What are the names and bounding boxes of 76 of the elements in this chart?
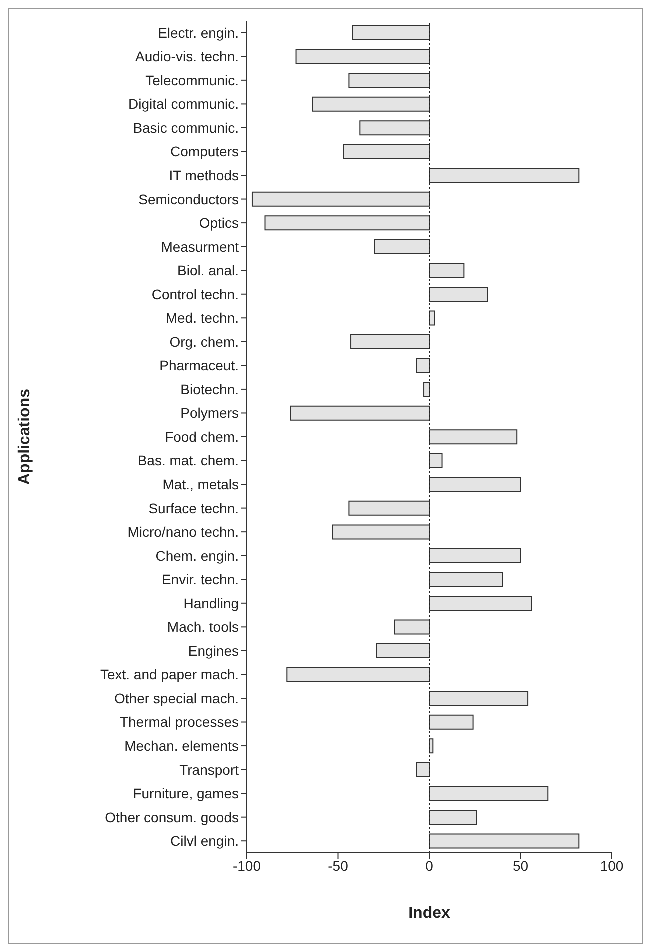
y-tick-label: Bas. mat. chem. [138, 452, 239, 469]
bar [286, 667, 430, 682]
y-tick-label: Text. and paper mach. [100, 666, 239, 683]
y-tick-label: Telecommunic. [146, 72, 239, 88]
y-tick-label: Med. techn. [166, 310, 239, 326]
bar [332, 524, 430, 540]
x-tick-label: 50 [512, 858, 529, 874]
bar [429, 453, 443, 468]
y-tick-label: Pharmaceut. [160, 358, 239, 374]
bar [429, 786, 549, 802]
bar [424, 382, 430, 398]
y-tick-label: Polymers [180, 405, 239, 422]
bar [252, 192, 430, 207]
y-tick-label: Thermal processes [120, 714, 239, 730]
y-tick-label: Digital communic. [128, 96, 239, 112]
y-tick-label: Semiconductors [138, 191, 239, 208]
bar [429, 714, 474, 730]
bar [394, 620, 430, 635]
y-tick-label: Biotechn. [180, 381, 239, 398]
y-tick-label: Surface techn. [148, 500, 239, 516]
y-tick-label: Optics [199, 215, 239, 232]
bar [429, 572, 503, 588]
bar [429, 691, 529, 706]
x-axis-title: Index [408, 905, 450, 922]
y-tick-label: Handling [184, 595, 239, 612]
y-tick-label: Basic communic. [133, 120, 239, 136]
y-tick-label: Mat., metals [162, 476, 239, 493]
bar [416, 358, 430, 374]
x-tick-label: -100 [232, 858, 262, 874]
bar [343, 144, 430, 160]
y-axis-title: Applications [16, 388, 34, 486]
y-tick-label: Biol. anal. [178, 262, 239, 279]
bar [350, 334, 430, 350]
y-tick-label: Mechan. elements [124, 738, 239, 754]
bar [429, 430, 518, 445]
bar [429, 477, 522, 492]
y-tick-label: Transport [180, 762, 240, 778]
y-tick-label: Furniture, games [133, 786, 239, 802]
bar [429, 810, 478, 825]
bar [429, 168, 580, 184]
bar [429, 834, 580, 849]
bar [374, 239, 430, 254]
bar [312, 96, 430, 112]
bar [429, 596, 532, 612]
bar [429, 286, 488, 302]
bar [360, 120, 430, 136]
bar [429, 310, 436, 326]
y-tick-label: Chem. engin. [156, 548, 239, 564]
bar [348, 500, 430, 516]
x-tick-label: 100 [600, 858, 624, 874]
y-tick-label: Other consum. goods [105, 809, 239, 826]
x-tick-label: -50 [328, 858, 349, 874]
bar [416, 762, 430, 778]
y-tick-label: Mach. tools [167, 619, 239, 636]
y-tick-label: Engines [188, 642, 239, 659]
y-tick-label: Org. chem. [170, 334, 239, 350]
y-tick-label: Micro/nano techn. [128, 524, 239, 540]
y-tick-label: Food chem. [165, 428, 239, 445]
y-tick-label: Cilvl engin. [170, 833, 239, 850]
y-tick-label: Computers [170, 144, 239, 160]
bar [348, 73, 430, 88]
bar [352, 26, 430, 40]
y-tick-label: Other special mach. [114, 690, 239, 706]
y-tick-label: Control techn. [152, 286, 239, 302]
bar [429, 548, 522, 564]
bar [296, 49, 430, 64]
bar [290, 406, 430, 421]
y-tick-label: Electr. engin. [158, 24, 239, 41]
y-tick-label: Audio-vis. techn. [136, 48, 239, 65]
x-tick-label: 0 [426, 858, 434, 874]
y-tick-label: Envir. techn. [162, 572, 239, 588]
bar [376, 644, 430, 659]
y-tick-label: IT methods [169, 167, 239, 184]
y-tick-label: Measurment [161, 238, 240, 255]
bar [429, 263, 465, 278]
bar [264, 216, 430, 231]
